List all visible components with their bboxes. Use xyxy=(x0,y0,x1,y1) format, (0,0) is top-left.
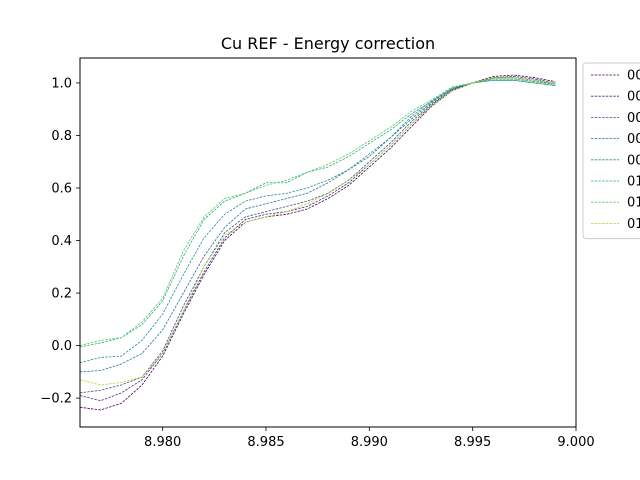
legend-label: 00 xyxy=(627,132,640,147)
legend-label: 00 xyxy=(627,153,640,168)
series-line-3 xyxy=(80,77,556,394)
legend-label: 01 xyxy=(627,217,640,232)
plot-frame xyxy=(79,57,577,428)
series-line-8 xyxy=(80,77,556,386)
y-tick-label: 0.4 xyxy=(51,234,72,249)
chart-title: Cu REF - Energy correction xyxy=(221,34,435,53)
x-tick-label: 8.985 xyxy=(247,435,284,450)
x-tick-label: 8.995 xyxy=(454,435,491,450)
legend-label: 00 xyxy=(627,111,640,126)
x-tick-label: 9.000 xyxy=(557,435,594,450)
legend-label: 01 xyxy=(627,196,640,211)
y-tick-label: 0.6 xyxy=(51,182,72,197)
series-layer xyxy=(80,74,556,411)
legend-label: 00 xyxy=(627,69,640,84)
y-tick-label: 0.2 xyxy=(51,287,72,302)
legend: 00 00 00 00 00 01 01 01 xyxy=(582,62,640,240)
series-line-6 xyxy=(80,79,556,348)
legend-box xyxy=(582,62,640,240)
series-line-5 xyxy=(80,79,556,364)
y-axis: −0.2 0.0 0.2 0.4 0.6 0.8 1.0 xyxy=(40,76,80,407)
x-tick-label: 8.990 xyxy=(351,435,388,450)
legend-label: 01 xyxy=(627,175,640,190)
series-line-7 xyxy=(80,78,556,346)
y-tick-label: 0.0 xyxy=(51,339,72,354)
x-axis: 8.980 8.985 8.990 8.995 9.000 xyxy=(144,427,595,450)
series-line-2 xyxy=(80,75,556,402)
y-tick-label: −0.2 xyxy=(40,392,72,407)
y-tick-label: 1.0 xyxy=(51,76,72,91)
series-line-1 xyxy=(80,74,556,411)
y-tick-label: 0.8 xyxy=(51,129,72,144)
legend-label: 00 xyxy=(627,90,640,105)
x-tick-label: 8.980 xyxy=(144,435,181,450)
